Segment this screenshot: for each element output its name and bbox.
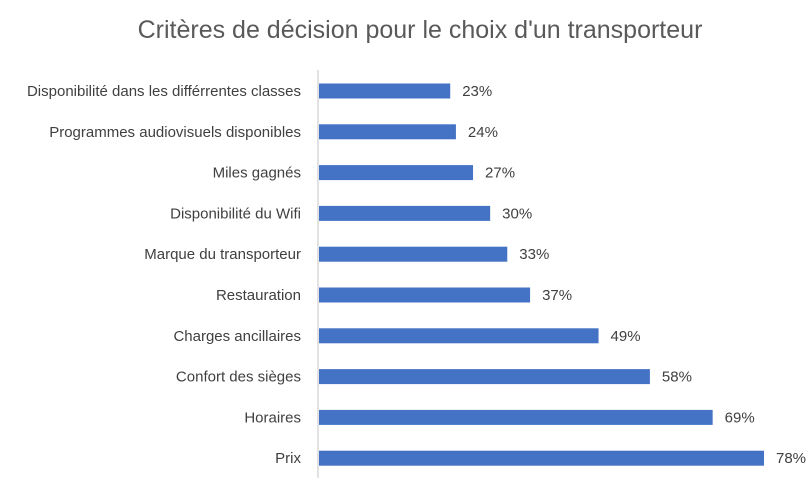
category-label: Disponibilité dans les différrentes clas… [27, 83, 301, 100]
data-label: 58% [662, 369, 692, 386]
bars-group: Disponibilité dans les différrentes clas… [27, 83, 806, 467]
bar [319, 409, 713, 425]
bar [319, 369, 650, 385]
category-label: Disponibilité du Wifi [170, 205, 301, 222]
data-label: 37% [542, 287, 572, 304]
bar [319, 450, 764, 466]
data-label: 49% [611, 328, 641, 345]
data-label: 24% [468, 124, 498, 141]
bar [319, 165, 474, 181]
bar [319, 205, 491, 221]
data-label: 27% [485, 165, 515, 182]
chart-title: Critères de décision pour le choix d'un … [138, 16, 703, 44]
category-label: Horaires [244, 409, 301, 426]
data-label: 69% [725, 409, 755, 426]
data-label: 78% [776, 450, 806, 467]
bar [319, 328, 599, 344]
category-label: Charges ancillaires [173, 328, 301, 345]
data-label: 23% [462, 83, 492, 100]
data-label: 30% [502, 205, 532, 222]
category-label: Programmes audiovisuels disponibles [49, 124, 301, 141]
category-label: Marque du transporteur [144, 246, 301, 263]
bar [319, 83, 451, 99]
category-label: Miles gagnés [213, 165, 301, 182]
category-label: Prix [275, 450, 301, 467]
category-label: Restauration [216, 287, 301, 304]
data-label: 33% [519, 246, 549, 263]
bar [319, 287, 531, 303]
bar [319, 246, 508, 262]
category-label: Confort des sièges [176, 369, 301, 386]
bar [319, 124, 456, 140]
